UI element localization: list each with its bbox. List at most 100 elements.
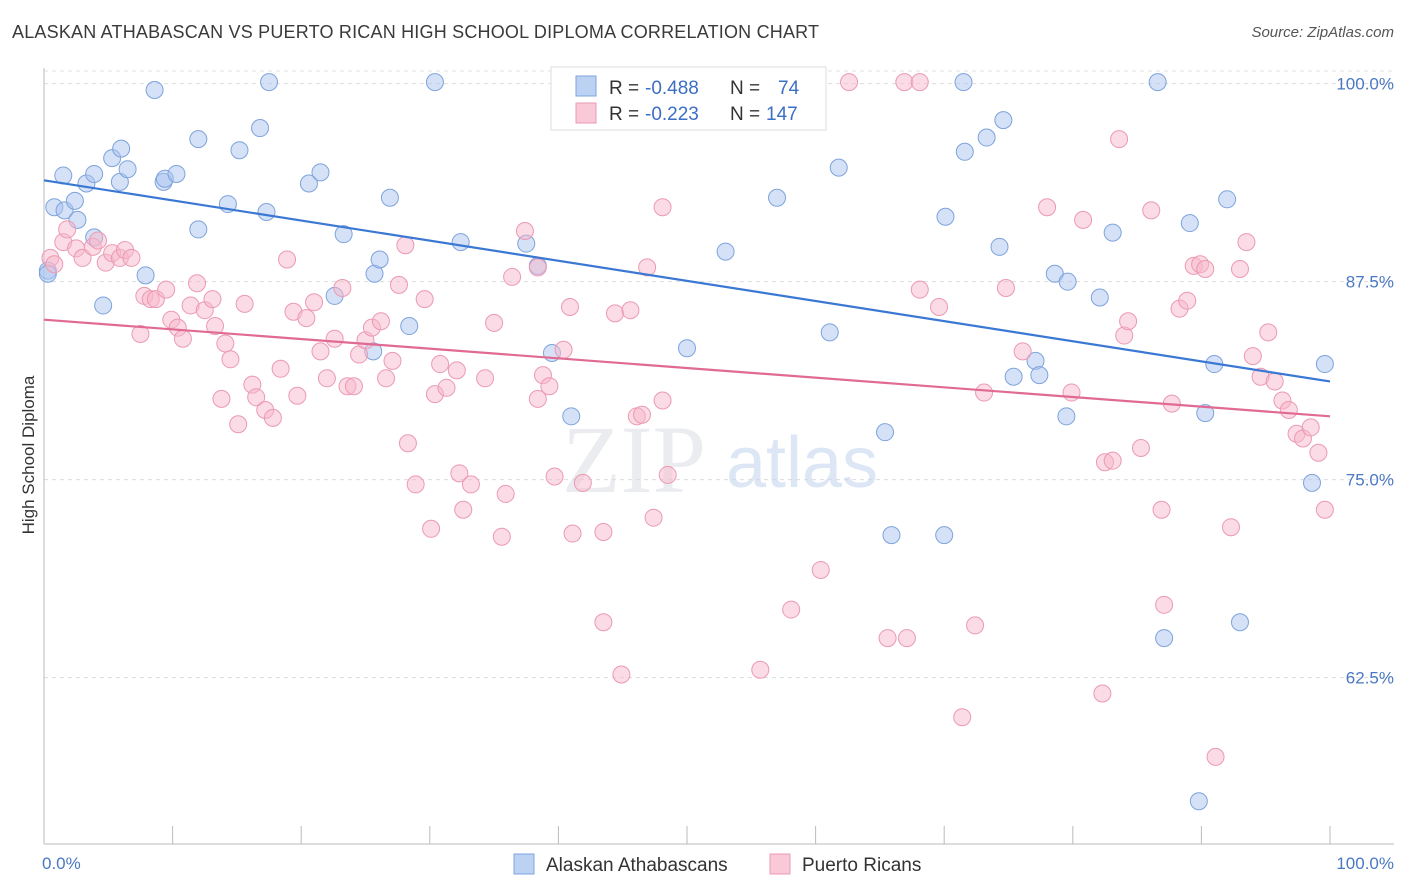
point-0-23 [251, 119, 270, 138]
point-0-41 [678, 339, 696, 358]
trend-lines [43, 179, 1331, 418]
point-1-110 [1093, 684, 1112, 703]
point-0-15 [145, 81, 164, 100]
source-note: Source: ZipAtlas.com [1251, 24, 1394, 41]
bottom-legend-swatch-puerto-ricans [769, 853, 791, 875]
point-0-43 [768, 188, 787, 207]
trend-line-0 [43, 179, 1331, 383]
point-1-27 [216, 334, 235, 353]
point-1-76 [554, 340, 573, 359]
point-1-125 [1196, 260, 1215, 279]
point-1-51 [377, 369, 396, 388]
point-1-105 [996, 279, 1015, 298]
point-1-102 [953, 708, 972, 727]
point-1-56 [406, 475, 425, 494]
point-1-104 [975, 383, 994, 402]
point-1-17 [157, 280, 176, 299]
y-tick-label-0: 62.5% [1346, 669, 1394, 688]
point-1-44 [333, 279, 352, 298]
point-1-132 [1259, 323, 1278, 342]
point-1-130 [1243, 347, 1262, 366]
point-1-29 [229, 415, 248, 434]
point-0-69 [1218, 190, 1237, 209]
point-1-63 [450, 464, 469, 483]
point-0-71 [1302, 473, 1321, 492]
legend-n-value-1: 147 [766, 104, 798, 125]
point-1-139 [1309, 443, 1328, 462]
point-1-127 [1221, 518, 1240, 537]
point-0-13 [118, 160, 137, 179]
point-1-66 [476, 369, 495, 388]
point-1-116 [1131, 439, 1150, 457]
point-0-33 [380, 188, 399, 207]
point-0-27 [311, 163, 330, 182]
point-1-140 [1315, 500, 1334, 519]
legend-r-label-0: R = [609, 78, 639, 99]
point-0-22 [230, 141, 249, 160]
point-0-45 [829, 158, 848, 177]
point-1-5 [73, 248, 92, 267]
series-puerto-ricans [41, 73, 1334, 766]
point-1-55 [398, 434, 417, 453]
point-1-64 [454, 500, 473, 519]
point-1-91 [658, 465, 677, 484]
point-1-38 [288, 386, 307, 405]
point-1-24 [203, 290, 222, 309]
point-1-92 [751, 660, 770, 679]
point-1-87 [638, 258, 657, 277]
point-1-13 [131, 324, 150, 343]
point-1-84 [621, 301, 640, 320]
point-1-135 [1279, 400, 1298, 419]
point-0-48 [935, 526, 954, 545]
watermark-atlas: atlas [726, 423, 878, 503]
point-1-3 [58, 220, 77, 239]
point-1-94 [811, 560, 830, 579]
point-1-122 [1178, 291, 1197, 310]
point-1-62 [447, 361, 466, 380]
point-0-65 [1180, 214, 1199, 233]
point-1-96 [878, 629, 897, 648]
point-1-141 [528, 258, 547, 277]
point-1-81 [594, 522, 613, 541]
point-1-83 [612, 665, 631, 684]
point-0-53 [990, 237, 1009, 256]
point-1-78 [563, 524, 582, 543]
point-1-39 [297, 309, 316, 328]
point-0-46 [876, 423, 895, 442]
point-1-72 [528, 389, 547, 408]
point-0-60 [1058, 272, 1077, 291]
point-1-65 [461, 475, 480, 494]
point-0-26 [299, 174, 318, 193]
point-1-26 [212, 389, 231, 408]
legend-stats: R = -0.488 N = 74 R = -0.223 N = 147 [550, 66, 827, 131]
point-0-70 [1230, 613, 1249, 632]
point-1-32 [247, 388, 266, 407]
point-1-118 [1152, 500, 1171, 519]
legend-series: Alaskan Athabascans Puerto Ricans [513, 853, 921, 876]
point-0-51 [955, 142, 974, 161]
point-0-24 [257, 202, 276, 221]
point-1-98 [897, 629, 916, 648]
point-0-32 [370, 250, 389, 269]
point-1-133 [1265, 372, 1284, 391]
point-1-112 [1103, 451, 1122, 470]
y-tick-label-1: 75.0% [1346, 471, 1394, 490]
point-0-49 [936, 207, 955, 226]
point-1-20 [173, 329, 192, 348]
point-1-88 [644, 508, 663, 527]
bottom-legend-label-alaskan-athabascans: Alaskan Athabascans [546, 855, 728, 876]
point-1-77 [560, 298, 579, 317]
legend-r-label-1: R = [609, 104, 639, 125]
point-1-40 [305, 293, 324, 312]
point-0-40 [562, 407, 581, 426]
point-0-20 [189, 220, 208, 239]
point-0-66 [1189, 792, 1208, 811]
y-axis-label: High School Diploma [19, 375, 38, 534]
point-0-36 [451, 233, 470, 252]
bottom-legend-swatch-alaskan-athabascans [513, 853, 535, 875]
point-0-44 [820, 323, 839, 342]
point-1-54 [396, 236, 415, 255]
legend-swatch-puerto-ricans [575, 102, 597, 124]
point-0-47 [882, 526, 901, 545]
